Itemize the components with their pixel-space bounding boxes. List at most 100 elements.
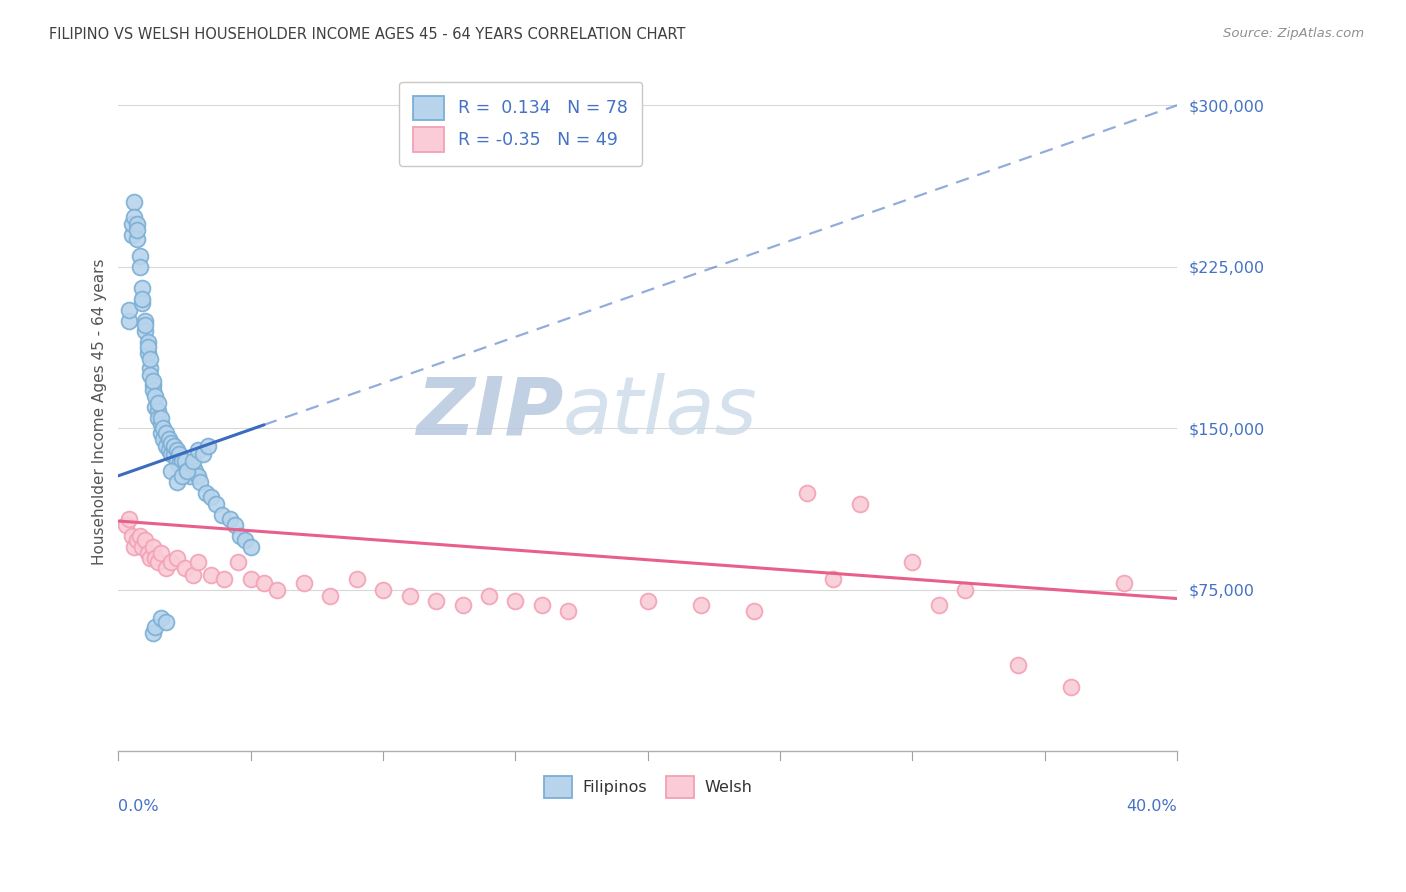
Point — [145, 550, 167, 565]
Point — [160, 465, 183, 479]
Point — [134, 533, 156, 548]
Point — [848, 497, 870, 511]
Point — [124, 195, 146, 210]
Point — [319, 590, 342, 604]
Point — [184, 465, 207, 479]
Point — [160, 447, 183, 461]
Point — [121, 227, 143, 242]
Point — [142, 626, 165, 640]
Point — [163, 439, 186, 453]
Point — [142, 383, 165, 397]
Text: 0.0%: 0.0% — [118, 799, 159, 814]
Point — [125, 232, 148, 246]
Point — [637, 593, 659, 607]
Point — [173, 465, 195, 479]
Point — [145, 389, 167, 403]
Point — [191, 447, 214, 461]
Point — [181, 567, 204, 582]
Point — [170, 468, 193, 483]
Point — [796, 486, 818, 500]
Point — [155, 561, 177, 575]
Point — [134, 318, 156, 332]
Point — [125, 217, 148, 231]
Point — [169, 458, 191, 472]
Point — [163, 447, 186, 461]
Legend: Filipinos, Welsh: Filipinos, Welsh — [537, 769, 758, 805]
Point — [142, 374, 165, 388]
Point — [131, 296, 153, 310]
Point — [152, 421, 174, 435]
Point — [292, 576, 315, 591]
Point — [179, 468, 201, 483]
Point — [229, 529, 252, 543]
Point — [145, 400, 167, 414]
Point — [146, 404, 169, 418]
Point — [928, 598, 950, 612]
Point — [139, 361, 162, 376]
Point — [211, 508, 233, 522]
Point — [187, 442, 209, 457]
Point — [131, 281, 153, 295]
Text: Source: ZipAtlas.com: Source: ZipAtlas.com — [1223, 27, 1364, 40]
Point — [505, 593, 527, 607]
Point — [149, 611, 172, 625]
Point — [190, 475, 212, 490]
Point — [200, 567, 222, 582]
Point — [145, 619, 167, 633]
Point — [451, 598, 474, 612]
Point — [181, 460, 204, 475]
Point — [689, 598, 711, 612]
Point — [214, 572, 236, 586]
Text: atlas: atlas — [562, 373, 758, 451]
Point — [346, 572, 368, 586]
Point — [235, 533, 257, 548]
Point — [121, 217, 143, 231]
Point — [200, 491, 222, 505]
Point — [1060, 680, 1083, 694]
Point — [194, 486, 217, 500]
Point — [239, 572, 262, 586]
Point — [131, 540, 153, 554]
Point — [425, 593, 447, 607]
Point — [224, 518, 246, 533]
Point — [197, 439, 219, 453]
Point — [187, 555, 209, 569]
Point — [134, 314, 156, 328]
Point — [149, 410, 172, 425]
Text: ZIP: ZIP — [416, 373, 562, 451]
Point — [181, 453, 204, 467]
Point — [157, 432, 180, 446]
Point — [118, 302, 141, 317]
Text: FILIPINO VS WELSH HOUSEHOLDER INCOME AGES 45 - 64 YEARS CORRELATION CHART: FILIPINO VS WELSH HOUSEHOLDER INCOME AGE… — [49, 27, 686, 42]
Point — [121, 529, 143, 543]
Point — [149, 546, 172, 560]
Point — [173, 561, 195, 575]
Point — [253, 576, 276, 591]
Point — [118, 314, 141, 328]
Point — [136, 346, 159, 360]
Point — [146, 410, 169, 425]
Point — [173, 453, 195, 467]
Point — [955, 582, 977, 597]
Point — [149, 417, 172, 431]
Point — [557, 605, 579, 619]
Point — [155, 439, 177, 453]
Point — [142, 540, 165, 554]
Point — [155, 425, 177, 440]
Point — [901, 555, 924, 569]
Point — [1007, 658, 1029, 673]
Point — [478, 590, 501, 604]
Point — [124, 211, 146, 225]
Point — [115, 518, 138, 533]
Point — [266, 582, 288, 597]
Point — [166, 453, 188, 467]
Point — [160, 436, 183, 450]
Point — [118, 512, 141, 526]
Point — [152, 432, 174, 446]
Point — [149, 425, 172, 440]
Point — [166, 550, 188, 565]
Point — [136, 546, 159, 560]
Point — [125, 223, 148, 237]
Point — [821, 572, 844, 586]
Point — [139, 550, 162, 565]
